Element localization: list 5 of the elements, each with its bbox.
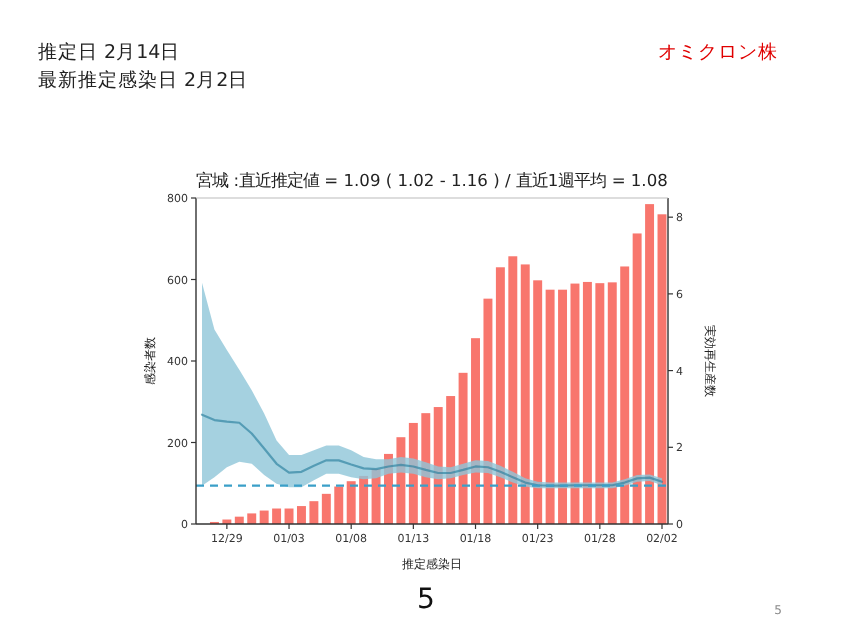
chart-title: 宮城 :直近推定値 = 1.09 ( 1.02 - 1.16 ) / 直近1週平均 = 1.08 xyxy=(196,170,668,190)
text: 5 xyxy=(417,584,435,616)
text: オミクロン株 xyxy=(658,40,778,64)
text: 最新推定感染日 2月2日 xyxy=(38,68,249,92)
text: 推定日 2月14日 xyxy=(38,40,181,64)
